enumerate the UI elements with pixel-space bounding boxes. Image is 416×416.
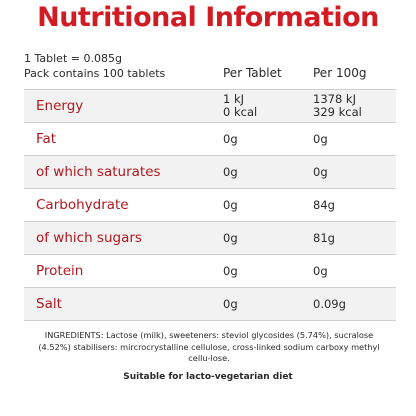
energy-kcal-per-tablet: 0 kcal xyxy=(223,105,258,119)
value-per-100g: 0g xyxy=(313,264,328,278)
nutrient-label: Carbohydrate xyxy=(36,197,129,213)
value-per-tablet: 0g xyxy=(223,132,238,146)
value-per-tablet: 0g xyxy=(223,198,238,212)
value-per-100g: 0g xyxy=(313,165,328,179)
nutrient-label: of which saturates xyxy=(36,164,161,180)
value-per-100g: 81g xyxy=(313,231,335,245)
table-row-saturates: of which saturates 0g 0g xyxy=(24,156,396,189)
nutrient-label: of which sugars xyxy=(36,230,142,246)
nutrient-label: Salt xyxy=(36,296,62,312)
pack-contents: Pack contains 100 tablets xyxy=(24,67,166,80)
value-per-tablet: 0g xyxy=(223,297,238,311)
value-per-tablet: 0g xyxy=(223,231,238,245)
nutrition-table: Energy 1 kJ 0 kcal 1378 kJ 329 kcal Fat 0g… xyxy=(24,89,396,321)
energy-kj-per-100g: 1378 kJ xyxy=(313,92,356,106)
table-row-protein: Protein 0g 0g xyxy=(24,255,396,288)
column-header-per-100g: Per 100g xyxy=(313,66,367,80)
value-per-100g: 0.09g xyxy=(313,297,346,311)
value-per-100g: 0g xyxy=(313,132,328,146)
table-row-sugars: of which sugars 0g 81g xyxy=(24,222,396,255)
nutrient-label: Fat xyxy=(36,131,57,147)
value-per-tablet: 0g xyxy=(223,165,238,179)
nutrient-label: Protein xyxy=(36,263,84,279)
table-row-fat: Fat 0g 0g xyxy=(24,123,396,156)
energy-per-tablet: 1 kJ 0 kcal xyxy=(223,93,257,119)
energy-kj-per-tablet: 1 kJ xyxy=(223,92,245,106)
table-row-salt: Salt 0g 0.09g xyxy=(24,288,396,321)
energy-kcal-per-100g: 329 kcal xyxy=(313,105,362,119)
table-row-carbohydrate: Carbohydrate 0g 84g xyxy=(24,189,396,222)
column-header-per-tablet: Per Tablet xyxy=(223,66,282,80)
value-per-tablet: 0g xyxy=(223,264,238,278)
ingredients-text: INGREDIENTS: Lactose (milk), sweeteners:… xyxy=(38,330,380,363)
diet-suitability-note: Suitable for lacto-vegetarian diet xyxy=(123,372,293,382)
energy-per-100g: 1378 kJ 329 kcal xyxy=(313,93,362,119)
serving-size: 1 Tablet = 0.085g xyxy=(24,52,122,65)
page-title: Nutritional Information xyxy=(37,2,379,33)
table-row-energy: Energy 1 kJ 0 kcal 1378 kJ 329 kcal xyxy=(24,90,396,123)
value-per-100g: 84g xyxy=(313,198,335,212)
nutrient-label: Energy xyxy=(36,98,84,114)
